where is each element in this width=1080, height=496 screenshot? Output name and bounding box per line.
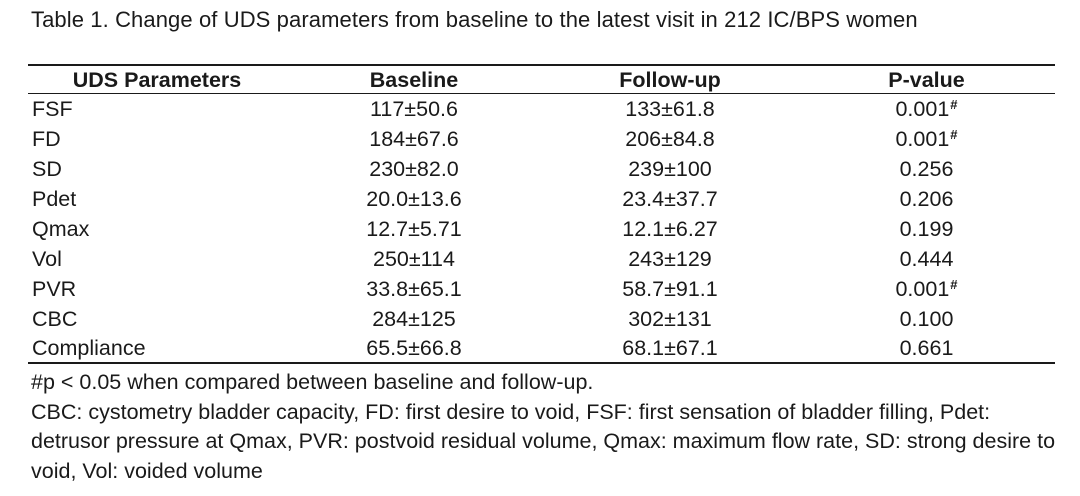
follow-up-cell: 206±84.8: [625, 127, 715, 151]
table-row: FSF 117±50.6 133±61.8 0.001#: [28, 94, 1055, 125]
baseline-cell: 20.0±13.6: [366, 187, 462, 211]
param-cell: Pdet: [32, 187, 77, 211]
table-row: CBC 284±125 302±131 0.100: [28, 304, 1055, 334]
follow-up-cell: 58.7±91.1: [622, 277, 718, 301]
p-value-cell: 0.001#: [798, 94, 1055, 125]
p-value-text: 0.256: [899, 157, 954, 181]
p-value-text: 0.001: [895, 127, 950, 151]
p-value-cell: 0.661: [798, 334, 1055, 364]
header-p-value: P-value: [798, 64, 1055, 94]
table-row: Qmax 12.7±5.71 12.1±6.27 0.199: [28, 214, 1055, 244]
header-uds-parameters: UDS Parameters: [28, 64, 286, 94]
follow-up-cell: 23.4±37.7: [622, 187, 718, 211]
baseline-cell: 250±114: [373, 247, 455, 271]
baseline-cell: 65.5±66.8: [286, 334, 542, 364]
param-cell: CBC: [32, 307, 78, 331]
param-cell: Vol: [32, 247, 62, 271]
header-baseline: Baseline: [286, 64, 542, 94]
p-value-cell: 0.001#: [798, 124, 1055, 154]
p-value-cell: 0.256: [798, 154, 1055, 184]
table-row: Compliance 65.5±66.8 68.1±67.1 0.661: [28, 334, 1055, 364]
follow-up-cell: 239±100: [628, 157, 712, 181]
significance-mark: #: [950, 97, 958, 112]
table-row: FD 184±67.6 206±84.8 0.001#: [28, 124, 1055, 154]
follow-up-cell: 243±129: [628, 247, 712, 271]
param-cell: FD: [32, 127, 61, 151]
table-row: SD 230±82.0 239±100 0.256: [28, 154, 1055, 184]
baseline-cell: 12.7±5.71: [366, 217, 462, 241]
follow-up-cell: 12.1±6.27: [622, 217, 718, 241]
table-header-row: UDS Parameters Baseline Follow-up P-valu…: [28, 64, 1055, 94]
baseline-cell: 184±67.6: [369, 127, 459, 151]
param-cell: SD: [32, 157, 62, 181]
p-value-cell: 0.001#: [798, 274, 1055, 304]
p-value-cell: 0.100: [798, 304, 1055, 334]
table-row: PVR 33.8±65.1 58.7±91.1 0.001#: [28, 274, 1055, 304]
param-cell: FSF: [32, 97, 73, 121]
significance-footnote: #p < 0.05 when compared between baseline…: [31, 370, 594, 394]
p-value-cell: 0.206: [798, 184, 1055, 214]
baseline-cell: 33.8±65.1: [366, 277, 462, 301]
param-cell: Compliance: [28, 334, 286, 364]
p-value-text: 0.444: [899, 247, 954, 271]
table-body: FSF 117±50.6 133±61.8 0.001# FD 184±67.6 206±8…: [28, 94, 1055, 364]
p-value-text: 0.001: [895, 277, 950, 301]
table-row: Pdet 20.0±13.6 23.4±37.7 0.206: [28, 184, 1055, 214]
baseline-cell: 117±50.6: [370, 97, 458, 121]
follow-up-cell: 133±61.8: [625, 97, 715, 121]
p-value-cell: 0.444: [798, 244, 1055, 274]
p-value-text: 0.206: [899, 187, 954, 211]
header-follow-up: Follow-up: [542, 64, 798, 94]
param-cell: PVR: [32, 277, 77, 301]
significance-mark: #: [950, 277, 958, 292]
baseline-cell: 284±125: [372, 307, 456, 331]
p-value-text: 0.199: [899, 217, 954, 241]
table-row: Vol 250±114 243±129 0.444: [28, 244, 1055, 274]
p-value-text: 0.661: [899, 336, 954, 360]
significance-mark: #: [950, 127, 958, 142]
table-caption: Table 1. Change of UDS parameters from b…: [31, 7, 918, 32]
p-value-cell: 0.199: [798, 214, 1055, 244]
p-value-text: 0.100: [899, 307, 954, 331]
follow-up-cell: 68.1±67.1: [542, 334, 798, 364]
p-value-text: 0.001: [895, 97, 950, 121]
abbreviations-footnote: CBC: cystometry bladder capacity, FD: fi…: [31, 399, 1056, 483]
follow-up-cell: 302±131: [628, 307, 712, 331]
param-cell: Qmax: [32, 217, 90, 241]
baseline-cell: 230±82.0: [369, 157, 459, 181]
uds-parameters-table: UDS Parameters Baseline Follow-up P-valu…: [28, 64, 1055, 364]
table-footnotes: #p < 0.05 when compared between baseline…: [31, 368, 1071, 486]
